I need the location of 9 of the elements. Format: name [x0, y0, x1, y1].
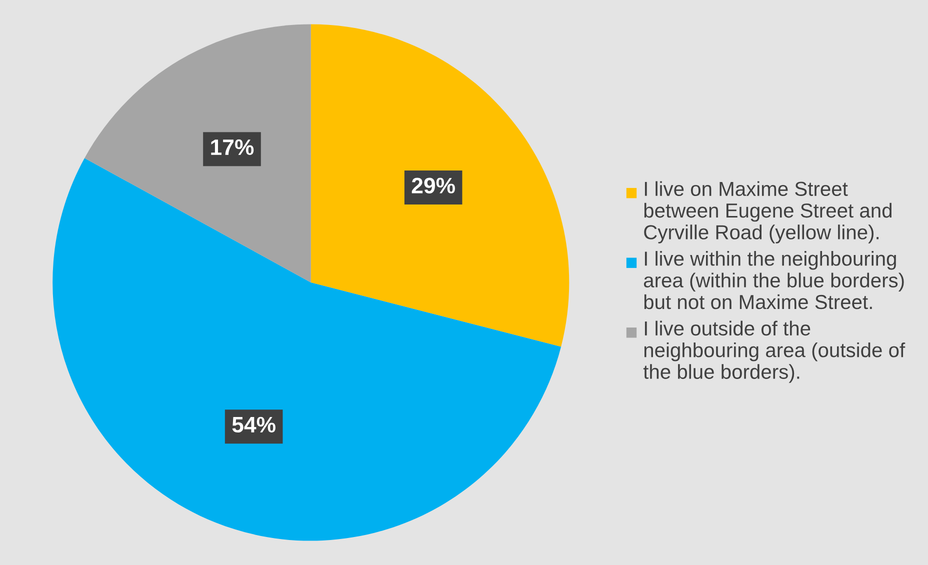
data-label: 29% [412, 178, 455, 194]
legend-label: I live within the neighbouring area (within the blue borders) but not on Maxime Street. [644, 251, 904, 310]
legend-label: I live on Maxime Street between Eugene Street and Cyrville Road (yellow line). [644, 181, 892, 244]
legend-label: I live outside of the neighbouring area (outside of the blue borders). [643, 320, 906, 383]
data-label: 17% [211, 139, 254, 156]
pie-slice [84, 24, 311, 282]
pie-slice [52, 158, 562, 541]
data-label: 54% [232, 416, 276, 433]
pie-slice [310, 24, 570, 347]
